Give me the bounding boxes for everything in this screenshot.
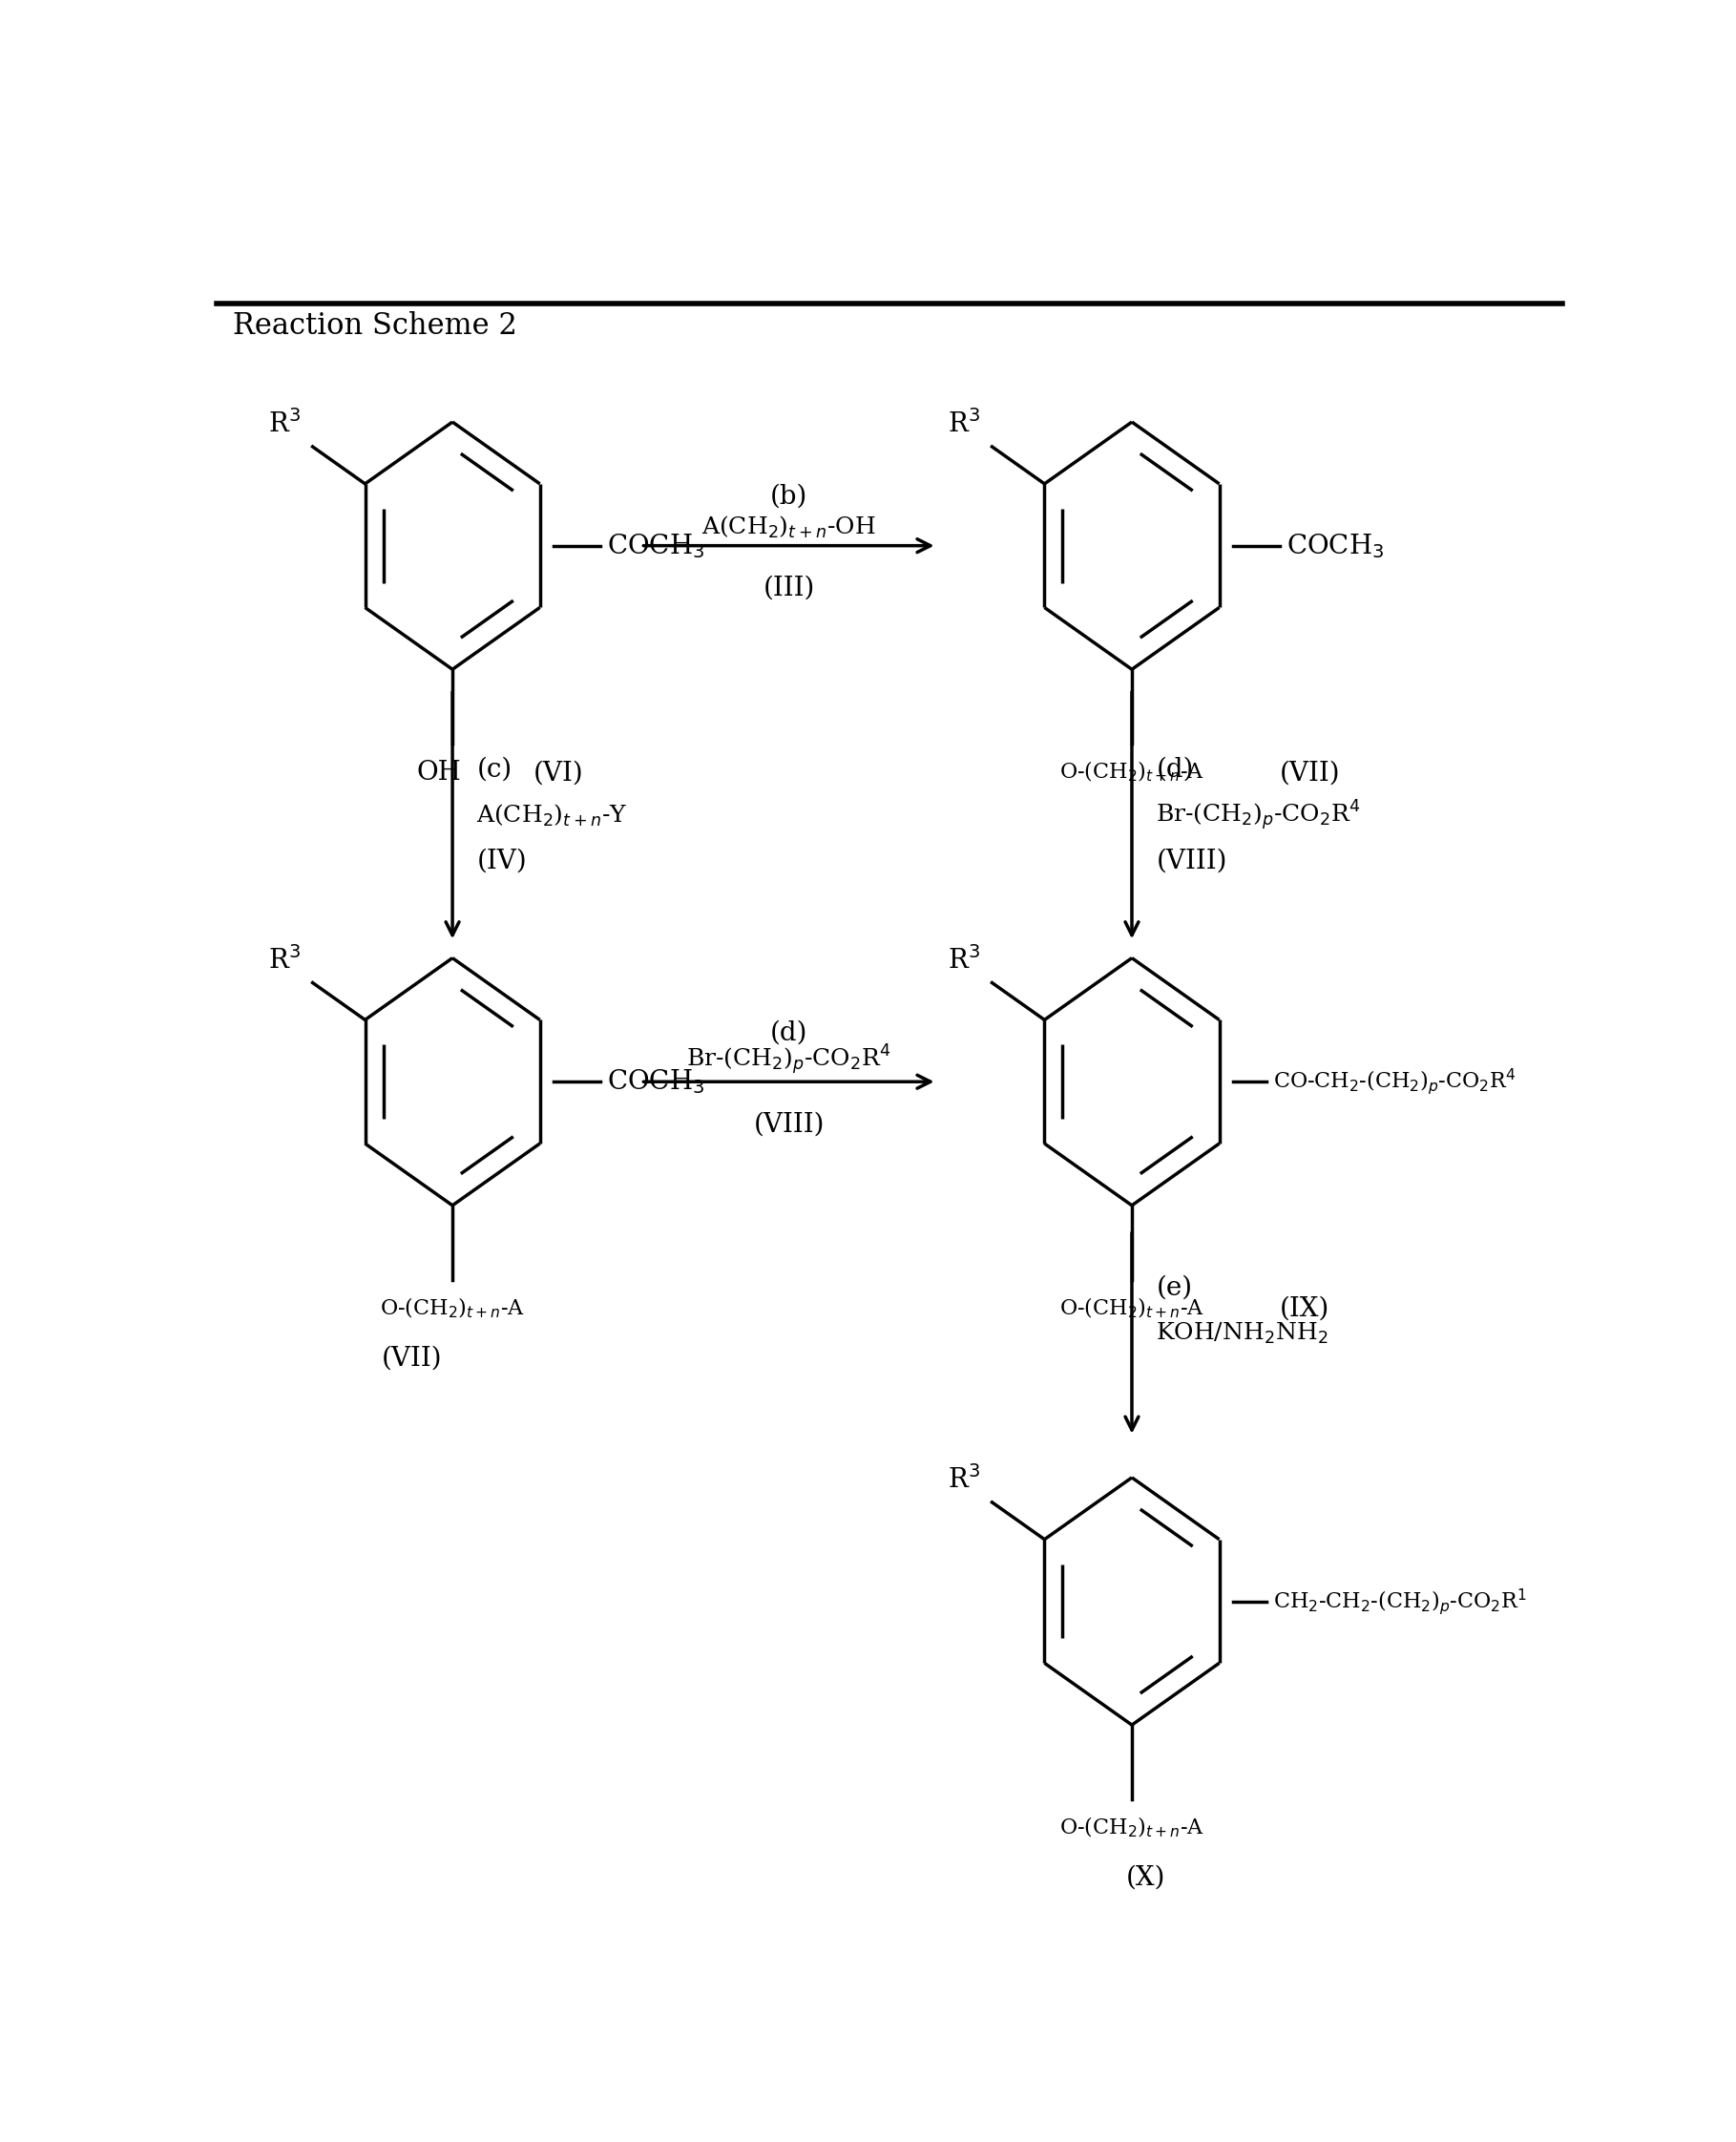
Text: R$^3$: R$^3$ <box>948 409 981 439</box>
Text: (X): (X) <box>1125 1866 1165 1891</box>
Text: (e): (e) <box>1156 1274 1193 1300</box>
Text: COCH$_3$: COCH$_3$ <box>1286 531 1384 559</box>
Text: (VII): (VII) <box>382 1345 443 1371</box>
Text: (VII): (VII) <box>1279 760 1340 786</box>
Text: O-(CH$_2$)$_{t+n}$-A: O-(CH$_2$)$_{t+n}$-A <box>1059 1296 1205 1319</box>
Text: R$^3$: R$^3$ <box>948 947 981 975</box>
Text: (VIII): (VIII) <box>753 1112 825 1137</box>
Text: KOH/NH$_2$NH$_2$: KOH/NH$_2$NH$_2$ <box>1156 1322 1328 1345</box>
Text: A(CH$_2$)$_{t+n}$-OH: A(CH$_2$)$_{t+n}$-OH <box>701 514 877 540</box>
Text: CH$_2$-CH$_2$-(CH$_2$)$_p$-CO$_2$R$^1$: CH$_2$-CH$_2$-(CH$_2$)$_p$-CO$_2$R$^1$ <box>1272 1585 1526 1617</box>
Text: Reaction Scheme 2: Reaction Scheme 2 <box>233 311 517 341</box>
Text: (IX): (IX) <box>1279 1296 1330 1322</box>
Text: CO-CH$_2$-(CH$_2$)$_p$-CO$_2$R$^4$: CO-CH$_2$-(CH$_2$)$_p$-CO$_2$R$^4$ <box>1272 1067 1516 1097</box>
Text: R$^3$: R$^3$ <box>269 947 300 975</box>
Text: O-(CH$_2$)$_{t+n}$-A: O-(CH$_2$)$_{t+n}$-A <box>380 1296 524 1319</box>
Text: Br-(CH$_2$)$_p$-CO$_2$R$^4$: Br-(CH$_2$)$_p$-CO$_2$R$^4$ <box>1156 799 1361 833</box>
Text: R$^3$: R$^3$ <box>948 1465 981 1495</box>
Text: COCH$_3$: COCH$_3$ <box>608 531 705 559</box>
Text: R$^3$: R$^3$ <box>269 409 300 439</box>
Text: (d): (d) <box>771 1020 807 1045</box>
Text: OH: OH <box>417 760 462 786</box>
Text: O-(CH$_2$)$_{t+n}$-A: O-(CH$_2$)$_{t+n}$-A <box>1059 760 1205 784</box>
Text: (c): (c) <box>477 756 512 782</box>
Text: (VI): (VI) <box>533 760 583 786</box>
Text: COCH$_3$: COCH$_3$ <box>608 1067 705 1097</box>
Text: (IV): (IV) <box>477 848 528 874</box>
Text: (d): (d) <box>1156 756 1194 782</box>
Text: Br-(CH$_2$)$_p$-CO$_2$R$^4$: Br-(CH$_2$)$_p$-CO$_2$R$^4$ <box>686 1043 891 1077</box>
Text: A(CH$_2$)$_{t+n}$-Y: A(CH$_2$)$_{t+n}$-Y <box>477 803 628 829</box>
Text: (b): (b) <box>771 484 807 510</box>
Text: O-(CH$_2$)$_{t+n}$-A: O-(CH$_2$)$_{t+n}$-A <box>1059 1816 1205 1840</box>
Text: (VIII): (VIII) <box>1156 848 1227 874</box>
Text: (III): (III) <box>762 576 814 602</box>
